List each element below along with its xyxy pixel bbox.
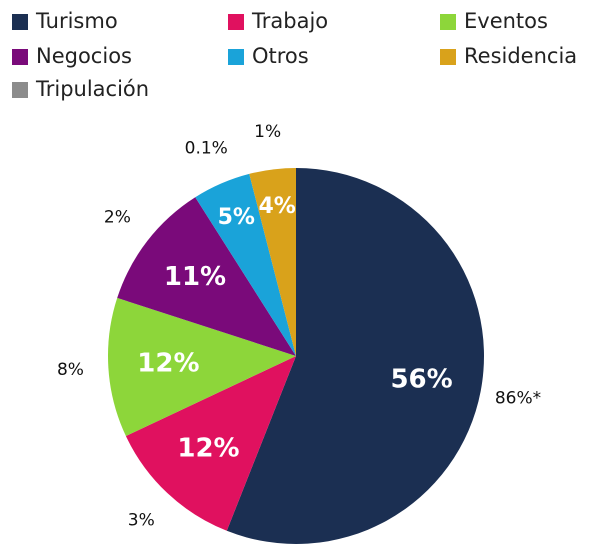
pie-slice — [117, 197, 296, 356]
legend-swatch — [12, 49, 28, 65]
outer-label: 3% — [128, 511, 155, 531]
slice-label: 12% — [137, 349, 199, 379]
pie-slice — [108, 297, 297, 437]
slice-label: 56% — [390, 364, 452, 394]
pie-slice — [195, 173, 296, 356]
slice-label: 4% — [258, 194, 295, 219]
pie-slice — [226, 168, 484, 544]
legend-swatch — [440, 14, 456, 30]
outer-label: 2% — [104, 207, 131, 227]
legend-label: Residencia — [464, 44, 577, 68]
pie-slice — [125, 356, 296, 531]
legend-label: Turismo — [35, 9, 118, 33]
legend-swatch — [440, 49, 456, 65]
legend-label: Tripulación — [35, 77, 149, 101]
legend-swatch — [12, 14, 28, 30]
legend-label: Otros — [252, 44, 309, 68]
legend-swatch — [228, 49, 244, 65]
slice-label: 11% — [164, 262, 226, 292]
pie-slice — [249, 168, 296, 356]
slice-label: 5% — [218, 205, 255, 230]
outer-label: 86%* — [495, 388, 541, 408]
legend-swatch — [12, 82, 28, 98]
legend-label: Trabajo — [251, 9, 328, 33]
legend-label: Negocios — [36, 44, 132, 68]
legend-label: Eventos — [464, 9, 548, 33]
outer-label: 1% — [254, 122, 281, 142]
outer-label: 0.1% — [185, 139, 228, 159]
slice-label: 12% — [177, 434, 239, 464]
legend-swatch — [228, 14, 244, 30]
outer-label: 8% — [57, 360, 84, 380]
